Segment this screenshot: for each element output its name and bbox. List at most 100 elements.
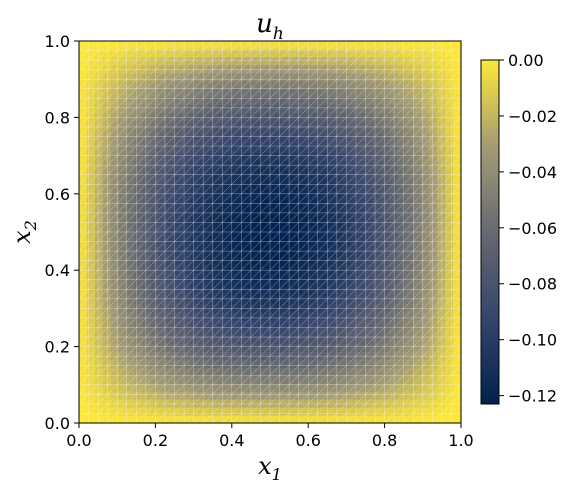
field-cell [381,247,390,257]
field-cell [102,72,112,82]
field-cell [445,375,454,384]
field-cell [174,208,184,217]
field-cell [86,239,96,249]
mesh-line [355,317,461,423]
field-cell [445,279,454,289]
field-cell [262,64,271,74]
field-cell [349,407,359,416]
field-cell [182,263,192,273]
field-cell [437,176,446,185]
field-cell [405,255,414,265]
field-cell [142,271,152,281]
field-cell [222,247,231,257]
field-cell [373,208,383,217]
mesh-line [79,41,414,376]
field-cell [437,208,446,217]
field-cell [134,391,144,400]
field-cell [421,41,430,50]
field-cell [182,391,192,400]
field-cell [277,295,287,305]
field-cell [134,399,144,408]
field-cell [94,184,104,193]
field-cell [429,311,438,321]
field-cell [222,184,231,193]
field-cell [309,399,319,408]
field-cell [79,224,88,233]
field-cell [110,375,120,384]
field-cell [86,88,96,98]
field-cell [206,168,215,177]
field-cell [293,399,303,408]
field-cell [246,224,255,233]
field-cell [79,391,88,400]
field-cell [79,255,88,265]
field-cell [110,208,120,217]
field-cell [445,64,454,74]
field-cell [214,303,223,313]
field-cell [86,176,96,185]
field-cell [158,184,168,193]
field-cell [126,160,136,169]
field-cell [94,208,104,217]
field-cell [437,295,446,305]
field-cell [277,327,287,337]
field-cell [222,375,231,384]
field-cell [397,224,406,233]
field-cell [198,88,207,98]
field-cell [206,375,215,384]
field-cell [182,375,192,384]
field-cell [102,96,112,106]
field-cell [158,216,168,225]
field-cell [158,359,168,368]
field-cell [94,407,104,416]
field-cell [301,415,311,424]
field-cell [110,343,120,352]
field-cell [198,247,207,257]
field-cell [102,41,112,50]
field-cell [413,48,422,58]
field-cell [325,247,335,257]
field-cell [182,128,192,138]
field-cell [421,391,430,400]
field-cell [214,271,223,281]
field-cell [174,176,184,185]
field-cell [214,383,223,392]
field-cell [166,160,176,169]
field-cell [86,72,96,82]
field-cell [110,176,120,185]
field-cell [254,263,263,273]
field-cell [381,271,390,281]
field-cell [293,208,303,217]
field-cell [270,383,279,392]
field-cell [230,88,239,98]
field-cell [270,263,279,273]
field-cell [94,80,104,90]
field-cell [453,144,462,154]
field-cell [118,287,128,297]
field-cell [166,311,176,321]
field-cell [453,303,462,313]
field-cell [357,375,367,384]
field-cell [86,184,96,193]
field-cell [365,56,375,66]
field-cell [254,128,263,138]
field-cell [445,311,454,321]
field-cell [198,375,207,384]
field-cell [102,279,112,289]
field-cell [405,56,414,66]
field-cell [405,216,414,225]
field-cell [79,239,88,249]
field-cell [86,80,96,90]
field-cell [333,120,343,130]
field-cell [190,216,199,225]
field-cell [405,128,414,138]
field-cell [301,383,311,392]
field-cell [381,184,390,193]
field-cell [317,41,327,50]
field-cell [126,351,136,360]
field-cell [421,311,430,321]
field-cell [262,263,271,273]
field-cell [190,232,199,241]
field-cell [150,255,160,265]
field-cell [102,247,112,257]
